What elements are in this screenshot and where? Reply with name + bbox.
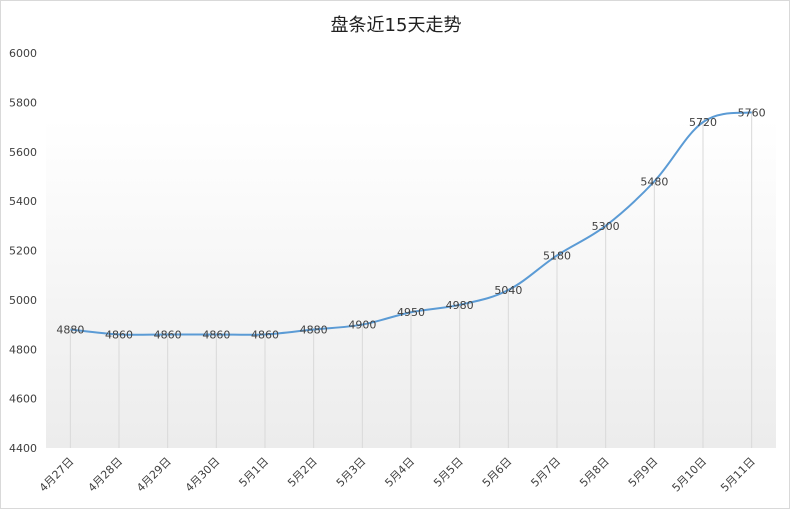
x-tick-label: 5月4日 — [382, 455, 417, 490]
x-tick-label: 4月27日 — [37, 455, 77, 495]
data-label: 5720 — [689, 116, 717, 129]
data-label: 4880 — [56, 324, 84, 337]
data-label: 4860 — [251, 328, 279, 341]
data-label: 5760 — [738, 106, 766, 119]
x-tick-label: 4月28日 — [86, 455, 126, 495]
y-tick-label: 5000 — [9, 294, 37, 307]
y-tick-label: 5600 — [9, 146, 37, 159]
y-tick-label: 6000 — [9, 47, 37, 60]
data-label: 4980 — [446, 299, 474, 312]
x-tick-label: 4月29日 — [134, 455, 174, 495]
series-line — [70, 111, 752, 336]
chart-title: 盘条近15天走势 — [330, 15, 462, 36]
x-tick-label: 5月5日 — [431, 455, 466, 490]
x-tick-label: 5月11日 — [718, 455, 758, 495]
x-tick-label: 5月9日 — [626, 455, 661, 490]
data-label: 4880 — [300, 324, 328, 337]
y-tick-label: 4800 — [9, 343, 37, 356]
x-tick-label: 4月30日 — [183, 455, 223, 495]
data-label: 4900 — [348, 319, 376, 332]
x-tick-label: 5月2日 — [285, 455, 320, 490]
data-label: 5480 — [640, 175, 668, 188]
y-tick-label: 4600 — [9, 393, 37, 406]
y-tick-label: 4400 — [9, 442, 37, 455]
x-tick-label: 5月1日 — [236, 455, 271, 490]
y-tick-label: 5800 — [9, 96, 37, 109]
data-label: 4860 — [154, 328, 182, 341]
data-label: 4860 — [202, 328, 230, 341]
data-label: 4950 — [397, 306, 425, 319]
x-tick-label: 5月3日 — [334, 455, 369, 490]
data-label: 4860 — [105, 328, 133, 341]
y-tick-label: 5200 — [9, 245, 37, 258]
data-label: 5300 — [592, 220, 620, 233]
x-tick-label: 5月10日 — [670, 455, 710, 495]
data-label: 5040 — [494, 284, 522, 297]
x-tick-label: 5月6日 — [480, 455, 515, 490]
data-label: 5180 — [543, 249, 571, 262]
x-tick-label: 5月7日 — [528, 455, 563, 490]
x-tick-label: 5月8日 — [577, 455, 612, 490]
y-tick-label: 5400 — [9, 195, 37, 208]
